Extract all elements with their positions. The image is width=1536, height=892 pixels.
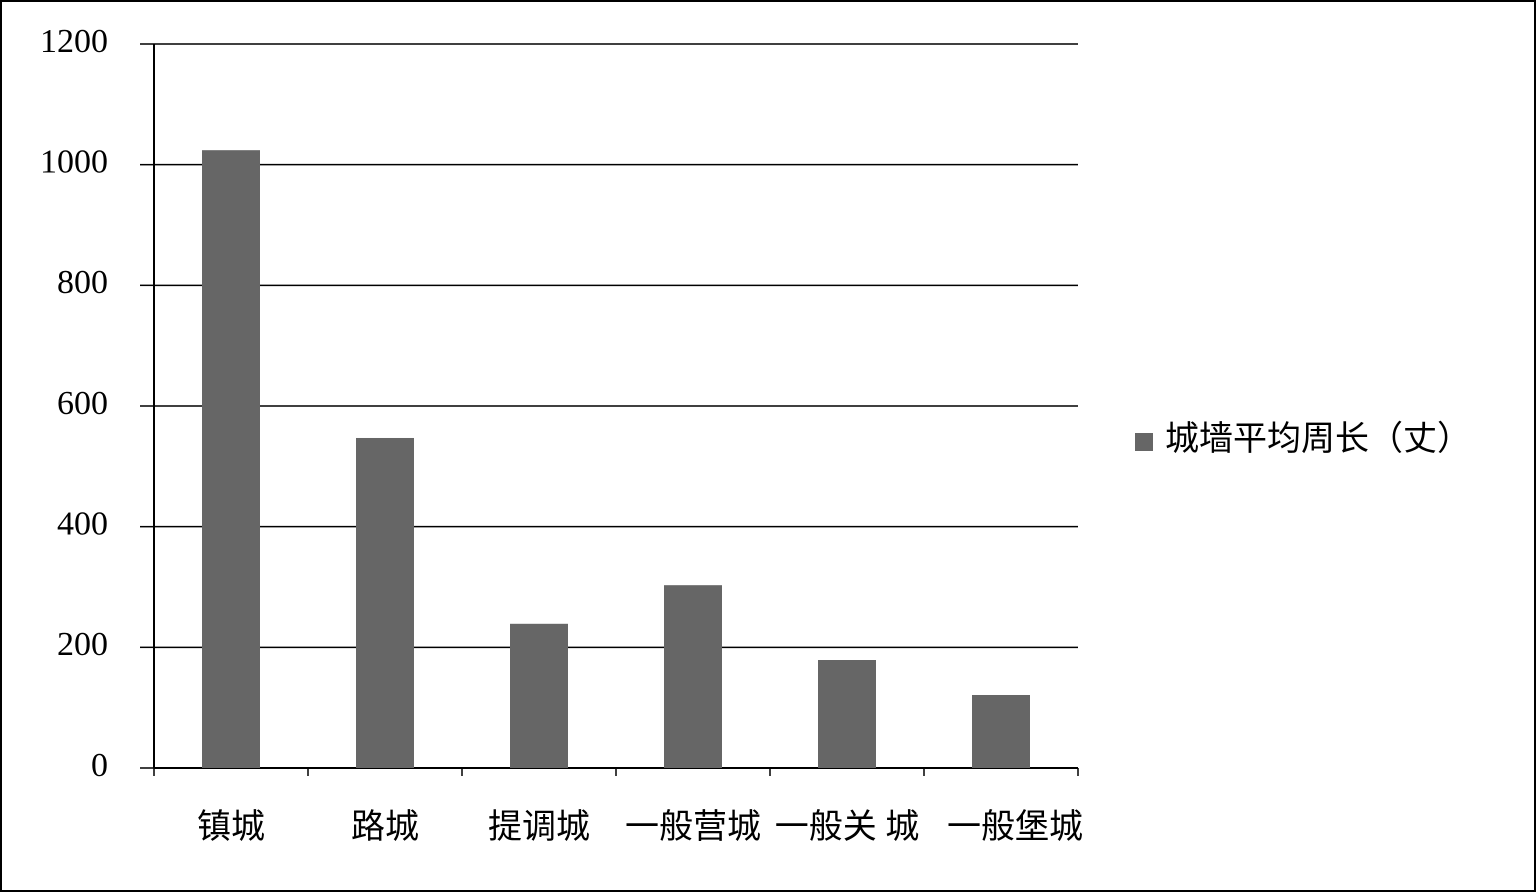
- y-tick-label: 1200: [40, 23, 108, 60]
- x-tick-label: 一般关 城: [775, 808, 920, 846]
- y-tick-label: 800: [57, 264, 108, 301]
- x-tick-label: 提调城: [488, 808, 590, 846]
- bar: [202, 150, 260, 769]
- y-tick-label: 200: [57, 626, 108, 663]
- y-tick-label: 0: [91, 747, 108, 784]
- y-tick-label: 400: [57, 505, 108, 542]
- x-tick-label: 镇城: [197, 808, 265, 846]
- x-tick-label: 路城: [351, 808, 419, 846]
- bar: [818, 660, 876, 768]
- legend-label: 城墙平均周长（丈）: [1165, 420, 1471, 458]
- y-tick-label: 1000: [40, 143, 108, 180]
- x-tick-label: 一般营城: [625, 808, 761, 846]
- bar: [972, 694, 1030, 768]
- bar: [510, 623, 568, 768]
- x-tick-label: 一般堡城: [947, 808, 1083, 846]
- bar: [664, 585, 722, 768]
- bar: [356, 437, 414, 768]
- legend-swatch: [1135, 433, 1153, 451]
- y-tick-label: 600: [57, 385, 108, 422]
